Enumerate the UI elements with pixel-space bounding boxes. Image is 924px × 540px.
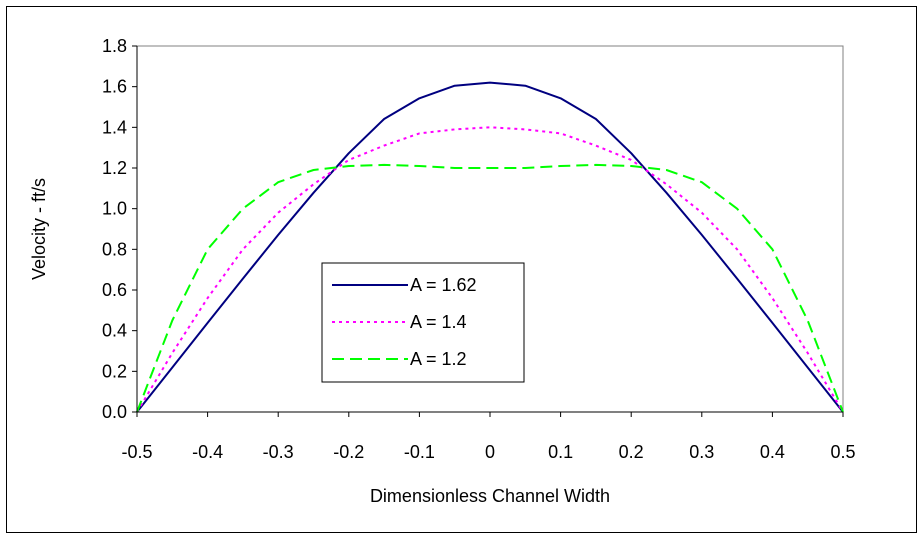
x-tick-label: 0.4 [760, 442, 785, 462]
y-tick-label: 0.0 [102, 402, 127, 422]
series-line-2 [136, 126, 844, 413]
x-tick-label: 0.3 [689, 442, 714, 462]
y-tick-label: 1.4 [102, 117, 127, 137]
y-tick-label: 0.4 [102, 321, 127, 341]
x-tick-label: -0.5 [121, 442, 152, 462]
y-axis-title: Velocity - ft/s [29, 178, 49, 280]
x-tick-label: -0.3 [263, 442, 294, 462]
legend-label-3: A = 1.2 [410, 349, 467, 369]
x-axis-title: Dimensionless Channel Width [370, 486, 610, 506]
x-tick-label: 0.5 [830, 442, 855, 462]
x-tick-label: 0.2 [619, 442, 644, 462]
legend-label-1: A = 1.62 [410, 275, 477, 295]
y-tick-label: 1.8 [102, 36, 127, 56]
x-tick-label: 0.1 [548, 442, 573, 462]
x-tick-label: 0 [485, 442, 495, 462]
y-tick-label: 0.6 [102, 280, 127, 300]
y-tick-label: 1.2 [102, 158, 127, 178]
x-tick-label: -0.4 [192, 442, 223, 462]
series-line-1 [136, 81, 844, 413]
x-tick-label: -0.1 [404, 442, 435, 462]
y-tick-label: 1.0 [102, 199, 127, 219]
y-tick-label: 0.2 [102, 361, 127, 381]
x-tick-label: -0.2 [333, 442, 364, 462]
legend-label-2: A = 1.4 [410, 312, 467, 332]
y-tick-label: 1.6 [102, 77, 127, 97]
series-line-3 [136, 163, 844, 413]
y-tick-label: 0.8 [102, 239, 127, 259]
